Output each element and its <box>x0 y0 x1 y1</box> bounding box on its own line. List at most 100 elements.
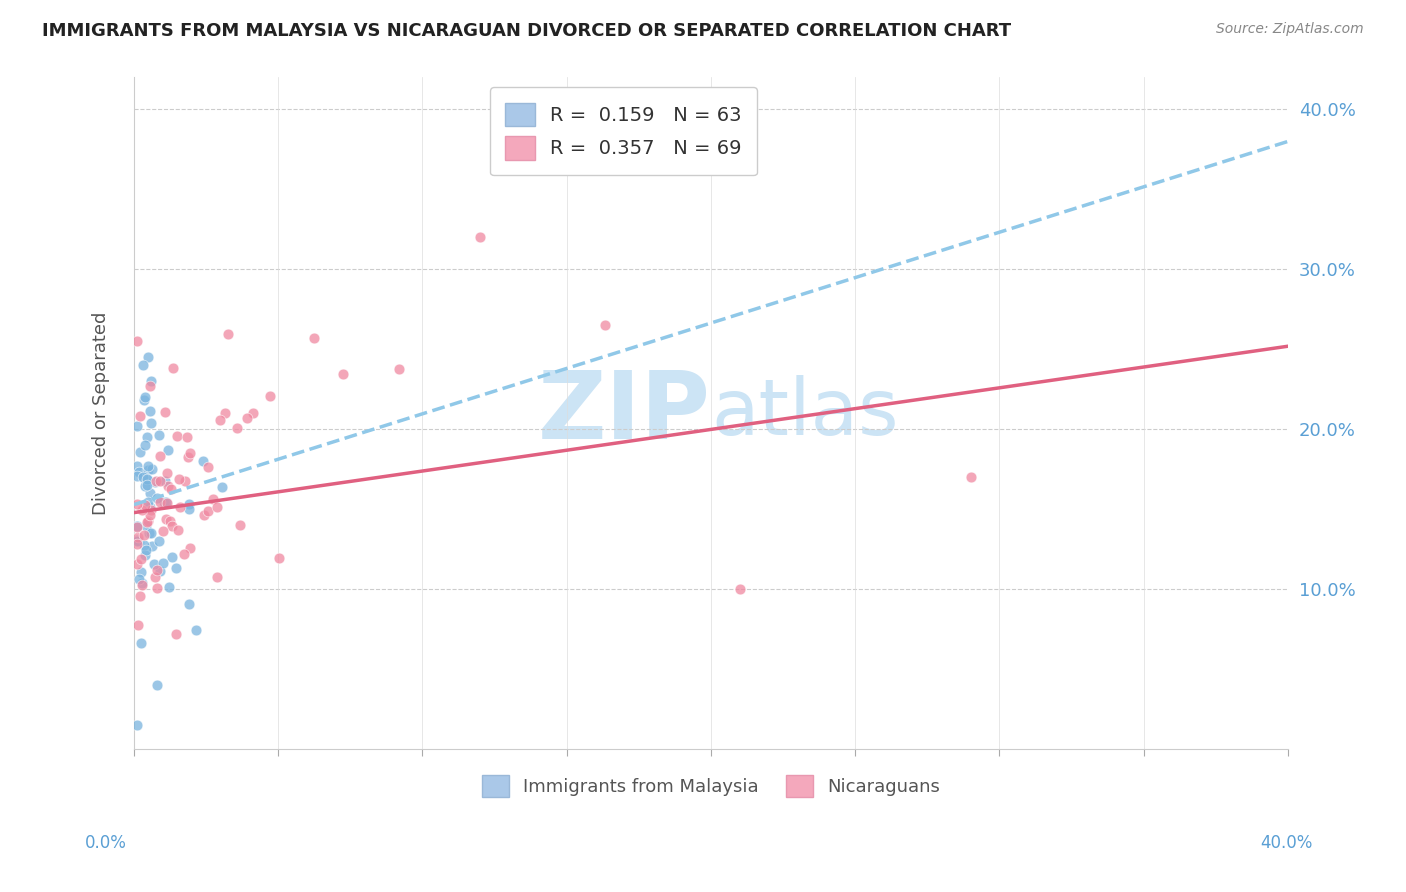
Point <box>217 326 239 341</box>
Point <box>157 580 180 594</box>
Point <box>211 480 233 494</box>
Point <box>179 497 201 511</box>
Text: 40.0%: 40.0% <box>1260 834 1313 852</box>
Point <box>259 389 281 403</box>
Point <box>159 514 181 528</box>
Point <box>136 495 159 509</box>
Point <box>152 556 174 570</box>
Point <box>139 508 162 522</box>
Point <box>143 570 166 584</box>
Point <box>236 411 259 425</box>
Point <box>332 367 354 381</box>
Point <box>165 626 187 640</box>
Point <box>131 575 153 590</box>
Point <box>166 428 188 442</box>
Point <box>134 392 156 407</box>
Point <box>125 334 148 348</box>
Point <box>136 430 159 444</box>
Point <box>177 450 200 464</box>
Point <box>267 551 290 566</box>
Point <box>139 525 162 540</box>
Point <box>149 565 172 579</box>
Point <box>138 378 160 392</box>
Point <box>131 469 153 483</box>
Point <box>160 482 183 496</box>
Text: 0.0%: 0.0% <box>84 834 127 852</box>
Point <box>160 550 183 565</box>
Point <box>177 502 200 516</box>
Point <box>129 589 152 603</box>
Point <box>135 478 157 492</box>
Point <box>141 539 163 553</box>
Point <box>145 474 167 488</box>
Point <box>135 543 157 558</box>
Point <box>131 578 153 592</box>
Point <box>153 405 176 419</box>
Point <box>135 519 157 533</box>
Point <box>127 469 149 483</box>
Point <box>197 504 219 518</box>
Point <box>127 558 149 572</box>
Point <box>149 449 172 463</box>
Point <box>128 409 150 423</box>
Point <box>134 548 156 562</box>
Point <box>184 623 207 637</box>
Point <box>125 534 148 549</box>
Point <box>129 566 152 580</box>
Point <box>156 479 179 493</box>
Text: Source: ZipAtlas.com: Source: ZipAtlas.com <box>1216 22 1364 37</box>
Y-axis label: Divorced or Separated: Divorced or Separated <box>93 311 110 515</box>
Text: ZIP: ZIP <box>538 368 711 459</box>
Point <box>138 473 160 487</box>
Point <box>156 466 179 480</box>
Point <box>127 618 149 632</box>
Point <box>593 318 616 333</box>
Point <box>214 407 236 421</box>
Point <box>125 537 148 551</box>
Point <box>728 582 751 597</box>
Point <box>134 391 156 405</box>
Point <box>139 502 162 516</box>
Point <box>208 413 231 427</box>
Point <box>146 491 169 506</box>
Point <box>193 508 215 522</box>
Point <box>136 463 159 477</box>
Point <box>191 454 214 468</box>
Point <box>155 512 177 526</box>
Point <box>160 518 183 533</box>
Point <box>136 515 159 529</box>
Point <box>125 519 148 533</box>
Point <box>169 500 191 514</box>
Point <box>146 581 169 595</box>
Point <box>141 462 163 476</box>
Point <box>155 495 177 509</box>
Point <box>179 446 201 460</box>
Point <box>139 500 162 514</box>
Point <box>128 533 150 548</box>
Point <box>197 460 219 475</box>
Point <box>174 475 197 489</box>
Point <box>125 520 148 534</box>
Point <box>179 541 201 555</box>
Point <box>167 472 190 486</box>
Point <box>148 533 170 548</box>
Legend: Immigrants from Malaysia, Nicaraguans: Immigrants from Malaysia, Nicaraguans <box>474 768 948 805</box>
Point <box>388 362 411 376</box>
Point <box>138 351 160 365</box>
Point <box>125 459 148 474</box>
Point <box>139 404 162 418</box>
Point <box>125 418 148 433</box>
Point <box>205 500 228 514</box>
Point <box>141 375 163 389</box>
Point <box>148 475 170 489</box>
Point <box>145 563 167 577</box>
Point <box>156 496 179 510</box>
Point <box>162 361 184 376</box>
Point <box>468 230 491 244</box>
Point <box>959 470 981 484</box>
Point <box>139 417 162 431</box>
Point <box>165 561 187 575</box>
Point <box>226 421 249 435</box>
Point <box>127 530 149 544</box>
Point <box>131 503 153 517</box>
